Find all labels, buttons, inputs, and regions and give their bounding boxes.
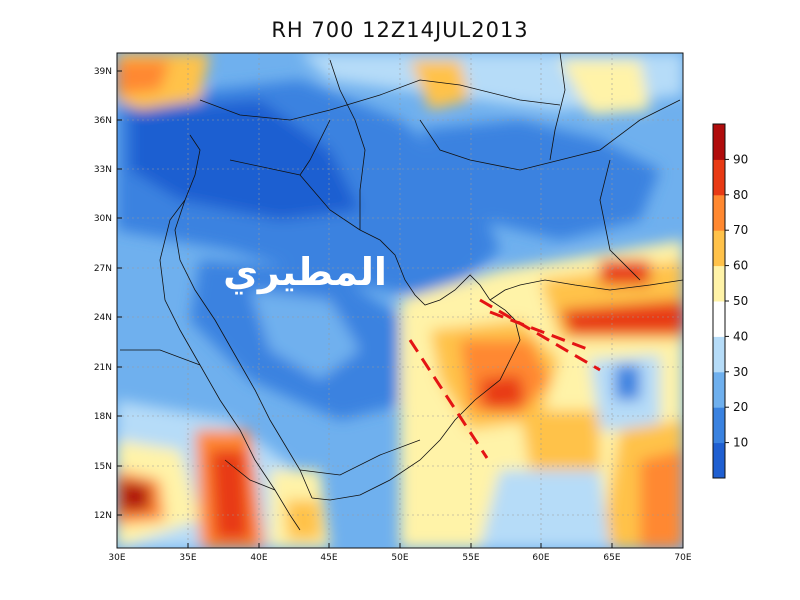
graticule xyxy=(117,53,683,548)
lon-tick-label: 65E xyxy=(603,553,620,563)
colorbar-swatch xyxy=(713,265,725,302)
lat-tick-label: 21N xyxy=(94,363,112,373)
longitude-ticks: 30E 35E 40E 45E 50E 55E 60E 65E 70E xyxy=(108,543,692,563)
colorbar-tick-label: 30 xyxy=(733,365,748,379)
lon-tick-label: 40E xyxy=(250,553,267,563)
lon-tick-label: 55E xyxy=(462,553,479,563)
rh-field xyxy=(117,53,683,548)
colorbar-tick-label: 20 xyxy=(733,400,748,414)
lat-tick-label: 18N xyxy=(94,412,112,422)
coastlines xyxy=(120,53,683,531)
lat-tick-label: 36N xyxy=(94,116,112,126)
lat-tick-label: 24N xyxy=(94,313,112,323)
colorbar-swatch xyxy=(713,407,725,444)
annotation-dashed-lines xyxy=(408,298,601,459)
watermark-signature: المطيري xyxy=(223,250,387,294)
colorbar-tick-label: 80 xyxy=(733,188,748,202)
lat-tick-label: 30N xyxy=(94,214,112,224)
colorbar-swatch xyxy=(713,159,725,196)
lat-tick-label: 27N xyxy=(94,264,112,274)
lat-tick-label: 15N xyxy=(94,462,112,472)
lat-tick-label: 39N xyxy=(94,67,112,77)
lon-tick-label: 30E xyxy=(108,553,125,563)
lon-tick-label: 50E xyxy=(391,553,408,563)
lon-tick-label: 70E xyxy=(674,553,691,563)
colorbar-swatch xyxy=(713,301,725,337)
colorbar-swatch xyxy=(713,230,725,267)
colorbar-swatch xyxy=(713,194,725,231)
map-title: RH 700 12Z14JUL2013 xyxy=(271,18,529,42)
colorbar-tick-label: 70 xyxy=(733,223,748,237)
lat-tick-label: 33N xyxy=(94,165,112,175)
latitude-ticks: 39N 36N 33N 30N 27N 24N 21N 18N 15N 12N xyxy=(94,67,122,521)
lat-tick-label: 12N xyxy=(94,511,112,521)
colorbar-swatch xyxy=(713,336,725,373)
colorbar-swatch xyxy=(713,442,725,479)
lon-tick-label: 60E xyxy=(532,553,549,563)
colorbar-tick-label: 60 xyxy=(733,259,748,273)
colorbar-tick-label: 10 xyxy=(733,436,748,450)
colorbar-tick-label: 40 xyxy=(733,329,748,343)
colorbar: 10 20 30 40 50 60 70 80 90 xyxy=(712,123,748,479)
colorbar-swatch xyxy=(713,371,725,408)
lon-tick-label: 45E xyxy=(320,553,337,563)
lon-tick-label: 35E xyxy=(179,553,196,563)
colorbar-tick-label: 50 xyxy=(733,294,748,308)
colorbar-swatch xyxy=(713,124,725,160)
colorbar-tick-label: 90 xyxy=(733,152,748,166)
